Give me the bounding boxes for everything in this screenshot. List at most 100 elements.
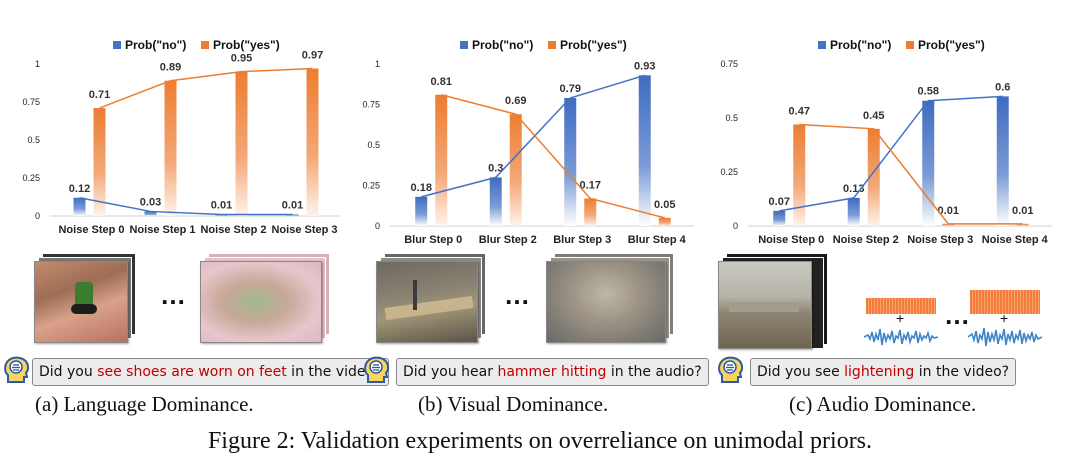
data-label-yes: 0.47: [789, 105, 810, 117]
data-label-yes: 0.05: [654, 199, 675, 211]
data-label-no: 0.58: [918, 86, 939, 98]
x-tick-label: Noise Step 0: [58, 224, 124, 236]
bar-prob-no: [215, 214, 228, 216]
data-label-yes: 0.95: [231, 53, 252, 65]
bar-prob-no: [564, 98, 577, 226]
thinking-head-icon: [4, 356, 30, 383]
legend-swatch-yes: [548, 41, 556, 49]
y-tick-label: 0.25: [720, 167, 738, 177]
thinking-head-icon: [718, 356, 744, 383]
data-label-yes: 0.45: [863, 110, 884, 122]
video-frame-blurred: [546, 261, 666, 343]
subfigure-caption: (a) Language Dominance.: [35, 392, 254, 416]
legend-label-no: Prob("no"): [830, 38, 891, 52]
bar-prob-yes: [793, 124, 806, 226]
audio-waveform-speech: [968, 327, 1042, 347]
legend: Prob("no") Prob("yes"): [818, 38, 985, 52]
y-tick-label: 0.5: [725, 113, 738, 123]
bar-prob-no: [847, 197, 860, 226]
panel-visual-dominance: Prob("no") Prob("yes") 0 0.25 0.5 0.75 1 0.18 0.…: [356, 0, 712, 420]
legend-swatch-yes: [201, 41, 209, 49]
x-tick-label: Blur Step 4: [628, 234, 687, 246]
x-tick-label: Noise Step 4: [982, 234, 1049, 246]
data-label-yes: 0.81: [431, 76, 452, 88]
legend-swatch-yes: [906, 41, 914, 49]
x-tick-label: Noise Step 0: [758, 234, 824, 246]
bar-prob-yes: [658, 217, 671, 226]
y-tick-label: 0.75: [362, 100, 380, 110]
data-label-no: 0.01: [282, 199, 303, 211]
legend-label-yes: Prob("yes"): [918, 38, 985, 52]
plus-sign: +: [896, 310, 905, 326]
x-tick-label: Noise Step 3: [271, 224, 337, 236]
video-frame-landscape: [718, 261, 812, 349]
bar-prob-yes: [435, 94, 448, 226]
bar-prob-yes: [867, 128, 880, 226]
bar-prob-no: [73, 197, 86, 216]
bar-prob-yes: [509, 114, 522, 226]
audio-waveform-noise: [866, 298, 936, 314]
subfigure-caption: (c) Audio Dominance.: [789, 392, 977, 416]
legend-swatch-no: [818, 41, 826, 49]
ellipsis: …: [504, 280, 530, 310]
video-frame-blurred: [200, 261, 322, 343]
ellipsis: …: [160, 280, 186, 310]
data-label-yes: 0.17: [580, 179, 601, 191]
bar-prob-yes: [93, 108, 106, 216]
question-text-post: in the video?: [914, 364, 1010, 380]
data-label-yes: 0.01: [938, 205, 959, 217]
x-tick-label: Noise Step 2: [833, 234, 899, 246]
question-bubble: Did you see shoes are worn on feet in th…: [32, 358, 389, 386]
chart-audio-dominance: Prob("no") Prob("yes") 0 0.25 0.5 0.75 0.07 0.4…: [720, 38, 1052, 246]
question-bubble: Did you hear hammer hitting in the audio…: [396, 358, 709, 386]
legend-label-yes: Prob("yes"): [213, 38, 280, 52]
bar-prob-no: [773, 210, 786, 226]
line-prob-no: [779, 95, 1003, 212]
legend-label-no: Prob("no"): [472, 38, 533, 52]
y-tick-label: 0.75: [22, 97, 40, 107]
data-label-no: 0.01: [211, 199, 232, 211]
data-label-yes: 0.71: [89, 89, 110, 101]
data-label-no: 0.93: [634, 60, 655, 72]
question-text-pre: Did you hear: [403, 364, 498, 380]
question-bubble: Did you see lightening in the video?: [750, 358, 1017, 386]
question-text-highlight: hammer hitting: [497, 364, 607, 380]
y-tick-label: 0.25: [362, 181, 380, 191]
bar-prob-no: [638, 75, 651, 226]
audio-waveform-noise: [970, 290, 1040, 314]
line-prob-no: [79, 197, 293, 216]
figure-caption: Figure 2: Validation experiments on over…: [207, 428, 873, 454]
legend: Prob("no") Prob("yes"): [113, 38, 280, 52]
bar-prob-no: [415, 196, 428, 226]
y-tick-label: 0: [35, 211, 40, 221]
y-tick-label: 0.75: [720, 59, 738, 69]
bar-prob-no: [286, 214, 299, 216]
chart-visual-dominance: Prob("no") Prob("yes") 0 0.25 0.5 0.75 1 0.18 0.…: [362, 38, 694, 246]
bar-prob-yes: [942, 223, 955, 226]
plus-sign: +: [1000, 310, 1009, 326]
y-tick-label: 1: [35, 59, 40, 69]
bar-prob-no: [144, 211, 157, 216]
legend: Prob("no") Prob("yes"): [460, 38, 627, 52]
line-prob-yes: [99, 67, 313, 109]
bar-prob-yes: [306, 68, 319, 216]
data-label-yes: 0.89: [160, 62, 181, 74]
data-label-no: 0.79: [560, 83, 581, 95]
data-label-no: 0.18: [411, 182, 432, 194]
y-tick-label: 0.5: [367, 140, 380, 150]
x-tick-label: Blur Step 3: [553, 234, 611, 246]
data-label-no: 0.07: [769, 196, 790, 208]
question-text-post: in the video?: [286, 364, 382, 380]
y-tick-label: 0: [375, 221, 380, 231]
panel-audio-dominance: Prob("no") Prob("yes") 0 0.25 0.5 0.75 0.07 0.4…: [712, 0, 1068, 420]
question-text-highlight: see shoes are worn on feet: [97, 364, 287, 380]
legend-label-yes: Prob("yes"): [560, 38, 627, 52]
bar-prob-yes: [584, 198, 597, 226]
x-tick-label: Noise Step 2: [200, 224, 266, 236]
data-label-no: 0.12: [69, 183, 90, 195]
bar-prob-no: [996, 96, 1009, 227]
x-tick-label: Blur Step 2: [479, 234, 537, 246]
line-prob-no: [421, 74, 645, 198]
y-tick-label: 0.25: [22, 173, 40, 183]
chart-language-dominance: Prob("no") Prob("yes") 0 0.25 0.5 0.75 1 0.12 0.…: [22, 38, 340, 236]
